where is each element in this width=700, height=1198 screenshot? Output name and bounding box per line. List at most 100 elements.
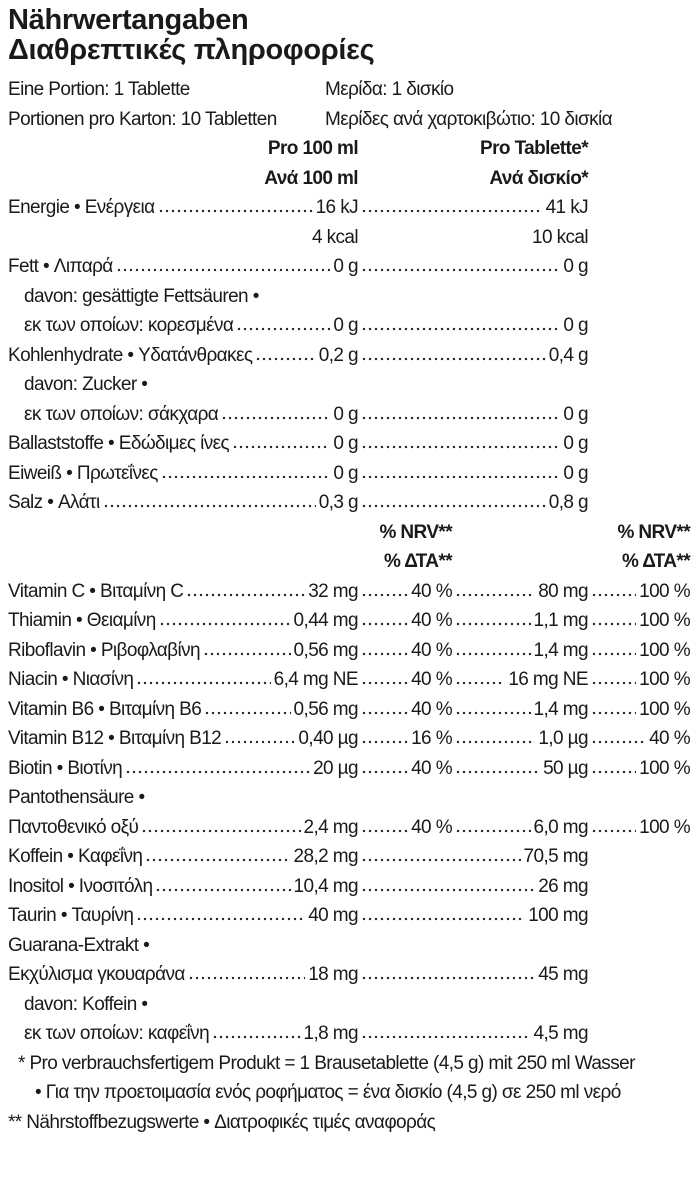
cell: 100 % xyxy=(588,695,691,724)
cell: 4,5 mg xyxy=(358,1019,589,1048)
dot-leader xyxy=(361,584,409,597)
dot-leader xyxy=(361,466,561,479)
dot-leader xyxy=(361,879,536,892)
cell: 100 % xyxy=(588,636,691,665)
dot-leader xyxy=(591,761,637,774)
value: 80 mg xyxy=(538,580,588,602)
dot-leader xyxy=(186,584,306,597)
cell: davon: gesättigte Fettsäuren • xyxy=(24,282,358,311)
value: 41 kJ xyxy=(545,197,589,218)
dot-leader xyxy=(221,407,331,420)
value: 0 g xyxy=(563,433,588,454)
row-label: Vitamin B6 • Βιταμίνη B6 xyxy=(8,698,202,720)
cell: Pantothensäure • xyxy=(8,783,358,812)
cell: 1,0 µg xyxy=(452,724,589,753)
dot-leader xyxy=(591,820,637,833)
dot-leader xyxy=(157,201,313,213)
cell: εκ των οποίων: καφεΐνη 1,8 mg xyxy=(24,1019,359,1048)
value: 6,0 mg xyxy=(533,816,589,838)
column-header: Pro 100 ml xyxy=(267,138,359,159)
value: 4,5 mg xyxy=(533,1023,589,1044)
value: 0 g xyxy=(563,315,588,336)
dot-leader xyxy=(187,968,306,980)
value: 0 g xyxy=(563,256,588,277)
value: 0 g xyxy=(563,462,588,484)
dot-leader xyxy=(361,614,409,626)
row-label: Niacin • Νιασίνη xyxy=(8,669,134,690)
value: 0,40 µg xyxy=(298,728,358,749)
value: 16 kJ xyxy=(315,197,359,218)
row-label: Fett • Λιπαρά xyxy=(8,256,113,277)
nrv-value: 100 % xyxy=(639,698,690,720)
cell: 100 mg xyxy=(358,901,589,930)
cell: 4 kcal xyxy=(8,223,359,252)
cell: Inositol • Ινοσιτόλη 10,4 mg xyxy=(8,872,359,901)
value: 26 mg xyxy=(538,875,588,897)
value: 45 mg xyxy=(538,964,588,985)
value: 0,56 mg xyxy=(293,698,359,720)
cell: Koffein • Καφεΐνη 28,2 mg xyxy=(8,842,359,871)
cell: Vitamin C • Βιταμίνη C 32 mg xyxy=(8,577,359,606)
value: 0 g xyxy=(333,403,358,425)
cell: davon: Koffein • xyxy=(24,990,358,1019)
cell: ** Nährstoffbezugswerte • Διατροφικές τι… xyxy=(8,1108,698,1137)
row-label: Riboflavin • Ριβοφλαβίνη xyxy=(8,639,201,661)
column-header: Ανά δισκίο* xyxy=(489,167,588,189)
cell: 26 mg xyxy=(358,872,589,901)
row-label: Koffein • Καφεΐνη xyxy=(8,846,143,867)
dot-leader xyxy=(591,643,637,656)
value: 0,44 mg xyxy=(293,610,359,631)
cell: 40 % xyxy=(358,813,453,842)
dot-leader xyxy=(455,614,531,626)
cell: 100 % xyxy=(588,606,691,635)
nrv-value: 40 % xyxy=(411,816,453,838)
cell: 0,8 g xyxy=(358,488,589,517)
value: 1,8 mg xyxy=(303,1023,359,1044)
value: 32 mg xyxy=(308,580,358,602)
dot-leader xyxy=(361,732,409,744)
dot-leader xyxy=(361,643,409,656)
dot-leader xyxy=(455,761,541,774)
cell: Salz • Αλάτι 0,3 g xyxy=(8,488,359,517)
cell: 0 g xyxy=(358,459,589,488)
value: 16 mg NE xyxy=(508,669,588,690)
serving-text: Eine Portion: 1 Tablette xyxy=(8,79,190,100)
dot-leader xyxy=(455,820,531,833)
dot-leader xyxy=(136,673,271,685)
dot-leader xyxy=(236,319,331,331)
nrv-value: 40 % xyxy=(411,610,453,631)
cell: Eine Portion: 1 Tablette xyxy=(8,75,320,104)
row-label: Vitamin B12 • Βιταμίνη B12 xyxy=(8,728,222,749)
dot-leader xyxy=(125,761,311,774)
value: 0,4 g xyxy=(548,344,589,366)
dot-leader xyxy=(361,260,561,272)
cell: 40 % xyxy=(588,724,691,753)
dot-leader xyxy=(455,732,536,744)
dot-leader xyxy=(455,584,536,597)
nrv-value: 40 % xyxy=(411,698,453,720)
cell: εκ των οποίων: σάκχαρα 0 g xyxy=(24,400,359,429)
cell: % ΔΤΑ** xyxy=(560,547,691,576)
cell: 0 g xyxy=(358,311,589,340)
nrv-value: 40 % xyxy=(411,580,453,602)
dot-leader xyxy=(255,348,316,361)
cell: Μερίδες ανά χαρτοκιβώτιο: 10 δισκία xyxy=(325,105,695,134)
dot-leader xyxy=(361,968,536,980)
row-label: Εκχύλισμα γκουαράνα xyxy=(8,964,185,985)
value: 10 kcal xyxy=(531,226,589,248)
dot-leader xyxy=(455,643,531,656)
cell: 1,4 mg xyxy=(452,695,589,724)
cell: 0 g xyxy=(358,400,589,429)
cell: 100 % xyxy=(588,577,691,606)
value: 0,56 mg xyxy=(293,639,359,661)
cell: 1,1 mg xyxy=(452,606,589,635)
dot-leader xyxy=(361,1027,531,1039)
dot-leader xyxy=(591,584,637,597)
value: 1,0 µg xyxy=(538,728,588,749)
column-header: % ΔΤΑ** xyxy=(621,551,691,572)
dot-leader xyxy=(361,820,409,833)
dot-leader xyxy=(115,260,331,272)
value: 0 g xyxy=(333,433,358,454)
row-label: εκ των οποίων: κορεσμένα xyxy=(24,315,234,336)
nrv-value: 100 % xyxy=(639,580,690,602)
